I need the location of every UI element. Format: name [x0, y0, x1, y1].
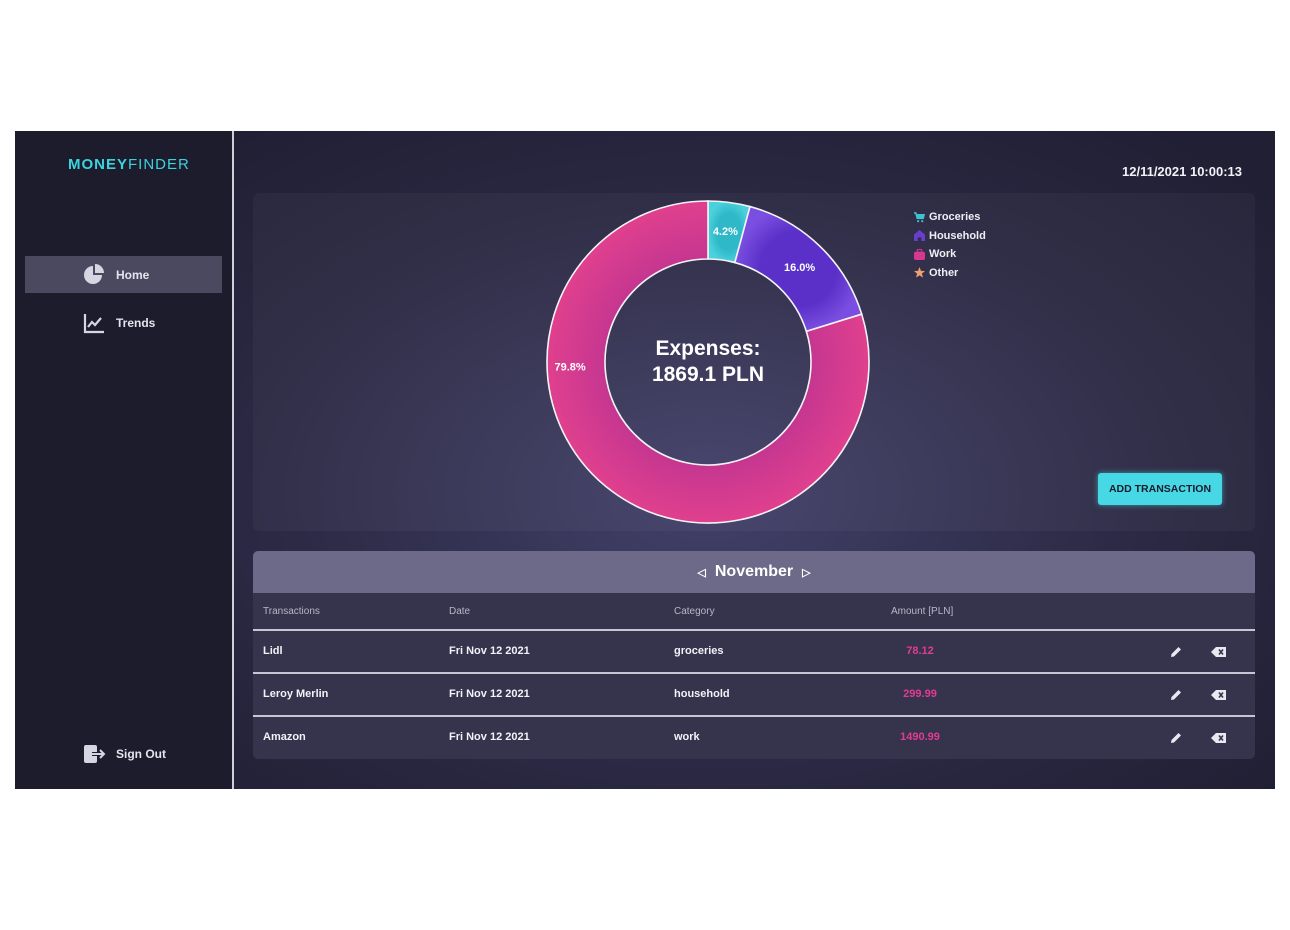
logo: MONEYFINDER	[68, 156, 190, 173]
legend-label: Work	[929, 248, 957, 261]
transaction-date: Fri Nov 12 2021	[449, 731, 530, 743]
cart-icon	[914, 211, 925, 223]
donut-chart: 4.2% 16.0% 79.8%	[546, 200, 870, 524]
table-row[interactable]: Amazon Fri Nov 12 2021 work 1490.99	[253, 717, 1255, 758]
transaction-category: groceries	[674, 645, 724, 657]
transactions-table: ◁ November ▷ Transactions Date Category …	[253, 551, 1255, 759]
transaction-name: Lidl	[263, 645, 283, 657]
table-row[interactable]: Leroy Merlin Fri Nov 12 2021 household 2…	[253, 674, 1255, 717]
sidebar-item-trends[interactable]: Trends	[25, 304, 222, 341]
donut-slice-work[interactable]	[546, 200, 870, 524]
sidebar-item-label: Home	[116, 267, 150, 282]
column-header-date[interactable]: Date	[449, 606, 471, 617]
month-label: November	[714, 563, 794, 580]
column-header-transactions[interactable]: Transactions	[263, 606, 320, 617]
edit-icon[interactable]	[1169, 731, 1185, 747]
legend-item-work[interactable]: Work	[914, 245, 986, 264]
briefcase-icon	[914, 248, 925, 260]
sidebar-item-home[interactable]: Home	[25, 256, 222, 293]
column-header-category[interactable]: Category	[674, 606, 715, 617]
edit-icon[interactable]	[1169, 688, 1185, 704]
add-transaction-button[interactable]: ADD TRANSACTION	[1098, 473, 1222, 505]
expenses-chart-card: 4.2% 16.0% 79.8% Expenses: 1869.1 PLN Groc…	[253, 193, 1255, 531]
previous-month-icon[interactable]: ◁	[697, 566, 706, 579]
legend-item-other[interactable]: Other	[914, 264, 986, 283]
expenses-label: Expenses:	[655, 337, 761, 360]
next-month-icon[interactable]: ▷	[802, 566, 811, 579]
slice-label-household: 16.0%	[784, 262, 815, 274]
transaction-amount: 78.12	[906, 645, 934, 657]
delete-icon[interactable]	[1211, 688, 1227, 704]
app-window: MONEYFINDER Home Trends	[15, 131, 1275, 789]
table-header: Transactions Date Category Amount [PLN]	[253, 593, 1255, 631]
legend-label: Other	[929, 266, 959, 279]
sidebar: MONEYFINDER Home Trends	[15, 131, 234, 789]
slice-label-work: 79.8%	[554, 362, 585, 374]
delete-icon[interactable]	[1211, 731, 1227, 747]
transaction-category: work	[674, 731, 700, 743]
column-header-amount[interactable]: Amount [PLN]	[891, 606, 954, 617]
legend-item-household[interactable]: Household	[914, 227, 986, 246]
edit-icon[interactable]	[1169, 645, 1185, 661]
transaction-name: Amazon	[263, 731, 306, 743]
sign-out-icon	[82, 742, 106, 766]
line-chart-icon	[82, 311, 106, 335]
legend-item-groceries[interactable]: Groceries	[914, 208, 986, 227]
expenses-total: Expenses: 1869.1 PLN	[608, 336, 808, 388]
transaction-name: Leroy Merlin	[263, 688, 329, 700]
star-icon	[914, 267, 925, 278]
delete-icon[interactable]	[1211, 645, 1227, 661]
chart-legend: Groceries Household Work Other	[914, 208, 986, 282]
transaction-date: Fri Nov 12 2021	[449, 645, 530, 657]
pie-chart-icon	[82, 263, 106, 287]
transaction-amount: 299.99	[903, 688, 937, 700]
sign-out-button[interactable]: Sign Out	[25, 735, 222, 772]
sidebar-item-label: Trends	[116, 315, 156, 330]
house-icon	[914, 230, 925, 242]
transaction-amount: 1490.99	[900, 731, 940, 743]
month-selector: ◁ November ▷	[253, 551, 1255, 593]
expenses-amount: 1869.1 PLN	[651, 363, 765, 386]
transaction-category: household	[674, 688, 730, 700]
slice-label-groceries: 4.2%	[713, 226, 738, 238]
transaction-date: Fri Nov 12 2021	[449, 688, 530, 700]
datetime-display: 12/11/2021 10:00:13	[1122, 164, 1242, 179]
table-row[interactable]: Lidl Fri Nov 12 2021 groceries 78.12	[253, 631, 1255, 674]
sign-out-label: Sign Out	[116, 746, 166, 761]
legend-label: Groceries	[929, 211, 981, 224]
legend-label: Household	[929, 229, 986, 242]
